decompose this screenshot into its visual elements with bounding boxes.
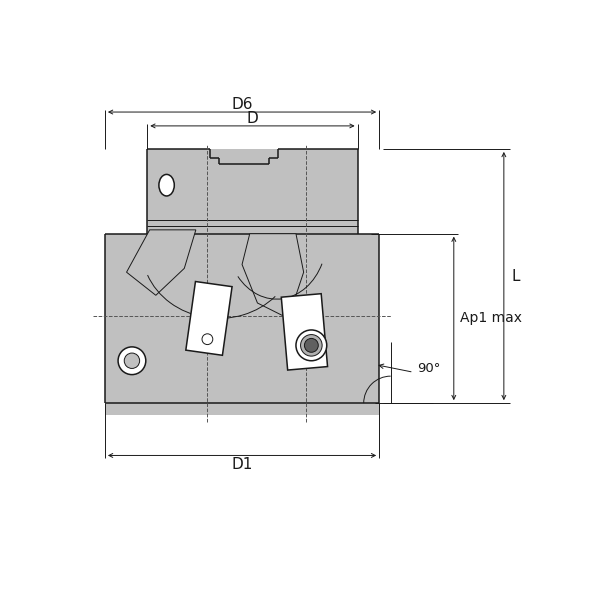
Ellipse shape bbox=[159, 175, 174, 196]
Text: Ap1 max: Ap1 max bbox=[460, 311, 522, 325]
Text: D6: D6 bbox=[232, 97, 253, 112]
Bar bbox=[148, 149, 358, 233]
Polygon shape bbox=[186, 281, 232, 355]
Circle shape bbox=[301, 335, 322, 356]
Polygon shape bbox=[105, 233, 379, 415]
Polygon shape bbox=[281, 293, 328, 370]
Polygon shape bbox=[127, 230, 196, 295]
Text: D: D bbox=[247, 110, 259, 125]
Text: D1: D1 bbox=[232, 457, 253, 472]
Polygon shape bbox=[242, 233, 304, 319]
Circle shape bbox=[304, 338, 318, 352]
Circle shape bbox=[202, 334, 213, 344]
Circle shape bbox=[124, 353, 140, 368]
Text: 90°: 90° bbox=[418, 362, 441, 375]
Circle shape bbox=[296, 330, 327, 361]
Circle shape bbox=[118, 347, 146, 374]
Text: L: L bbox=[512, 269, 520, 284]
